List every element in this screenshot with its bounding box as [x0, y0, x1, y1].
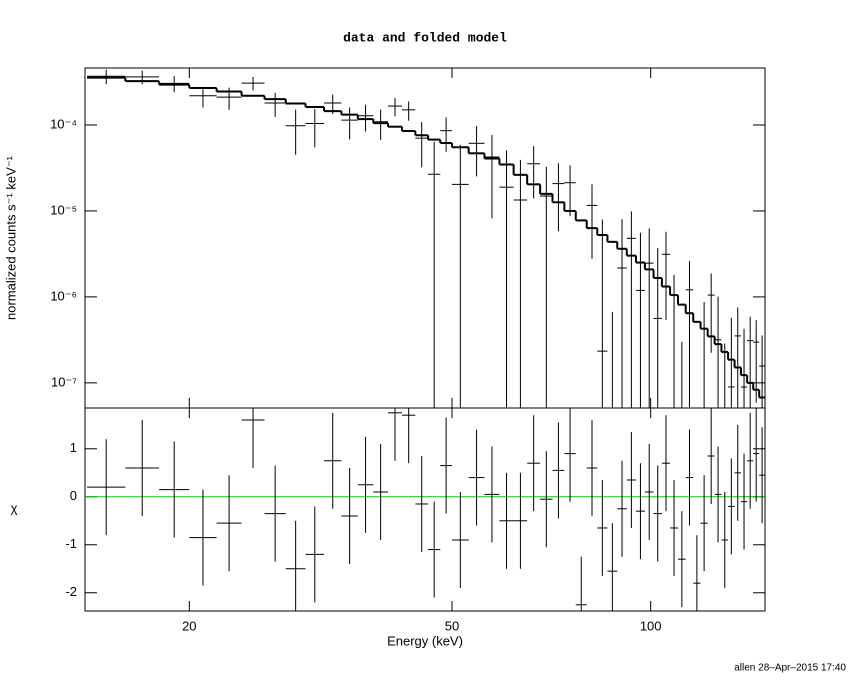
y-tick-label: 10⁻⁴: [50, 116, 77, 131]
y-tick-label: 1: [70, 440, 77, 455]
y-tick-label: 10⁻⁵: [50, 202, 77, 217]
y-tick-label: -1: [65, 536, 77, 551]
y-axis-label: normalized counts s⁻¹ keV⁻¹: [3, 155, 18, 320]
footer: allen 28–Apr–2015 17:40: [734, 663, 846, 674]
x-axis-label: Energy (keV): [387, 633, 463, 648]
panel-frame: [84, 407, 766, 612]
x-tick-label: 50: [445, 618, 459, 633]
y-tick-label: 10⁻⁶: [50, 288, 77, 303]
y-tick-label: 10⁻⁷: [51, 374, 77, 389]
y-axis-label: χ: [11, 500, 18, 515]
x-tick-label: 100: [640, 618, 662, 633]
chart-title: data and folded model: [343, 30, 507, 45]
y-tick-label: 0: [70, 488, 77, 503]
y-tick-label: -2: [65, 584, 77, 599]
x-tick-label: 20: [182, 618, 196, 633]
